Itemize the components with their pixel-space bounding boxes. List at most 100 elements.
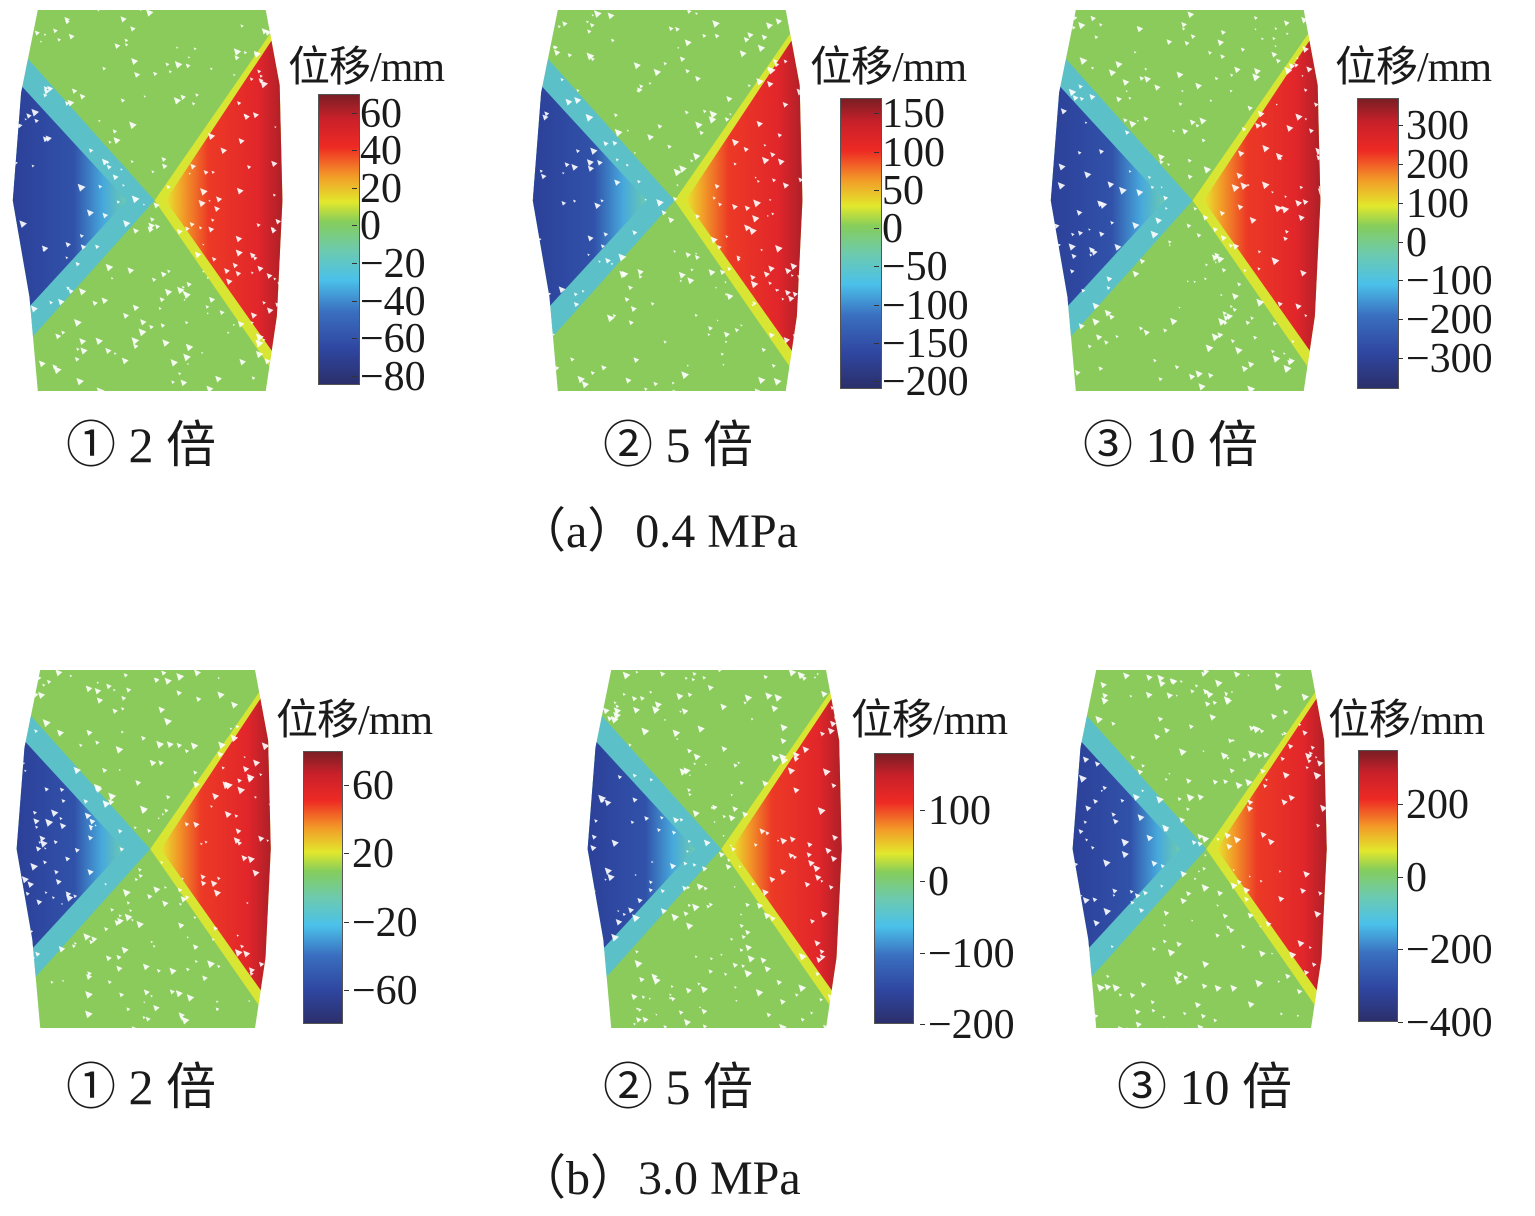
crack-mark: [1112, 984, 1121, 992]
crack-mark: [707, 684, 714, 691]
crack-mark: [799, 349, 803, 357]
specimen-b1: [16, 670, 276, 1028]
crack-mark: [116, 200, 121, 204]
crack-mark: [74, 357, 80, 362]
crack-mark: [1098, 1029, 1106, 1030]
crack-mark: [1232, 868, 1235, 872]
crack-mark: [200, 874, 206, 880]
crack-mark: [253, 759, 261, 767]
colorbar-tick-mark: [1398, 357, 1403, 359]
crack-mark: [598, 980, 602, 984]
crack-mark: [1283, 236, 1288, 242]
crack-mark: [20, 60, 23, 63]
crack-mark: [1167, 949, 1176, 957]
crack-mark: [1214, 984, 1222, 992]
crack-mark: [271, 160, 278, 167]
crack-mark: [1222, 311, 1227, 316]
crack-mark: [126, 901, 131, 905]
crack-mark: [105, 347, 112, 355]
crack-mark: [725, 235, 729, 239]
colorbar-tick-label: −100: [928, 930, 1015, 977]
crack-mark: [586, 52, 595, 61]
crack-mark: [38, 360, 46, 368]
crack-mark: [237, 778, 242, 784]
crack-mark: [131, 58, 139, 66]
crack-mark: [193, 670, 202, 677]
crack-mark: [793, 756, 800, 762]
crack-mark: [200, 880, 207, 887]
crack-mark: [161, 670, 167, 676]
colorbar-tick-label: 100: [882, 129, 945, 176]
crack-mark: [1133, 51, 1137, 54]
crack-mark: [65, 894, 74, 902]
crack-mark: [1180, 870, 1187, 878]
crack-mark: [217, 677, 220, 680]
crack-mark: [240, 24, 244, 28]
crack-mark: [1288, 358, 1295, 365]
crack-mark: [730, 844, 733, 847]
crack-mark: [615, 704, 620, 709]
colorbar-tick-mark: [352, 338, 357, 340]
crack-mark: [673, 817, 680, 824]
crack-mark: [1275, 152, 1284, 161]
crack-mark: [206, 276, 210, 280]
crack-mark: [16, 1007, 21, 1012]
crack-mark: [1102, 785, 1108, 791]
crack-mark: [1325, 86, 1326, 89]
crack-mark: [97, 10, 100, 12]
crack-mark: [177, 286, 185, 295]
crack-mark: [712, 20, 720, 28]
crack-mark: [1220, 752, 1229, 760]
crack-mark: [615, 919, 623, 926]
crack-mark: [635, 950, 639, 954]
crack-mark: [587, 165, 595, 172]
crack-mark: [155, 224, 161, 230]
crack-mark: [152, 945, 156, 948]
crack-mark: [1316, 155, 1321, 161]
colorbar-tick-label: −60: [360, 316, 426, 363]
crack-mark: [601, 365, 607, 371]
crack-mark: [1278, 870, 1282, 873]
crack-mark: [1168, 772, 1171, 775]
crack-mark: [632, 914, 640, 923]
crack-mark: [590, 844, 597, 852]
crack-mark: [1253, 67, 1261, 75]
crack-mark: [793, 787, 800, 794]
crack-mark: [274, 675, 276, 682]
crack-mark: [614, 179, 621, 186]
crack-mark: [89, 818, 96, 825]
crack-mark: [224, 811, 232, 818]
crack-mark: [695, 252, 698, 255]
crack-mark: [271, 699, 275, 703]
crack-mark: [1059, 331, 1067, 339]
crack-mark: [1228, 927, 1235, 934]
crack-mark: [258, 1013, 264, 1018]
crack-mark: [1295, 199, 1303, 207]
crack-mark: [754, 388, 761, 391]
crack-mark: [126, 1007, 131, 1012]
crack-mark: [768, 332, 775, 339]
crack-mark: [1082, 1002, 1090, 1010]
crack-mark: [1257, 110, 1265, 118]
crack-mark: [753, 843, 758, 847]
crack-mark: [1213, 1018, 1218, 1023]
crack-mark: [1202, 960, 1210, 968]
crack-mark: [1141, 789, 1145, 793]
crack-mark: [688, 792, 692, 797]
crack-mark: [1285, 229, 1289, 234]
crack-mark: [1079, 57, 1088, 65]
crack-mark: [86, 973, 93, 981]
crack-mark: [1153, 358, 1157, 363]
colorbar-tick-mark: [920, 881, 925, 883]
crack-mark: [822, 768, 831, 777]
crack-mark: [712, 804, 718, 811]
crack-mark: [1186, 223, 1192, 229]
crack-mark: [631, 696, 638, 702]
crack-mark: [628, 320, 634, 326]
crack-mark: [790, 274, 794, 278]
crack-mark: [1173, 976, 1180, 982]
crack-mark: [1201, 671, 1207, 677]
crack-mark: [1076, 209, 1083, 216]
crack-mark: [557, 25, 561, 29]
crack-mark: [232, 323, 236, 327]
